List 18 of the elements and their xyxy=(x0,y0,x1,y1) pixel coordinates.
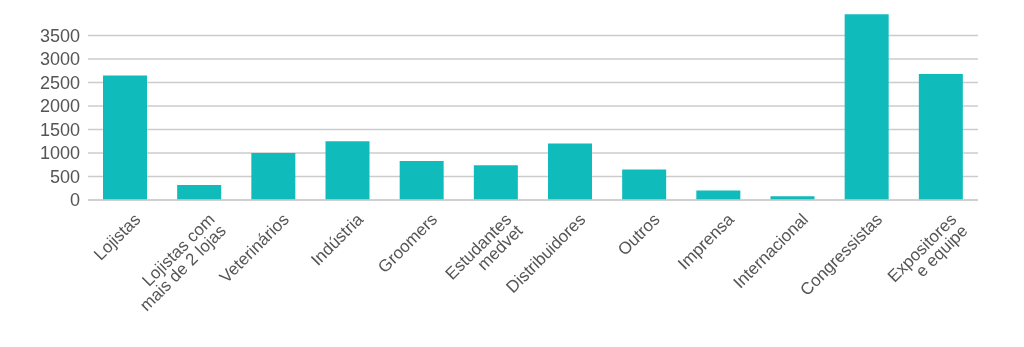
y-tick-label: 2500 xyxy=(39,72,80,93)
bar xyxy=(251,153,296,200)
y-tick-label: 3500 xyxy=(39,25,80,46)
y-tick-label: 3000 xyxy=(39,49,80,70)
bar xyxy=(918,74,963,200)
y-tick-label: 0 xyxy=(69,190,80,211)
y-tick-label: 1500 xyxy=(39,119,80,140)
bar xyxy=(325,141,370,200)
y-tick-label: 500 xyxy=(49,166,80,187)
bar xyxy=(622,169,667,200)
bar xyxy=(177,184,222,200)
y-tick-label: 2000 xyxy=(39,96,80,117)
bar xyxy=(473,165,518,200)
bar xyxy=(103,75,147,200)
bar xyxy=(399,160,444,200)
bar xyxy=(844,14,889,200)
bar xyxy=(548,143,592,200)
y-tick-label: 1000 xyxy=(39,143,80,164)
